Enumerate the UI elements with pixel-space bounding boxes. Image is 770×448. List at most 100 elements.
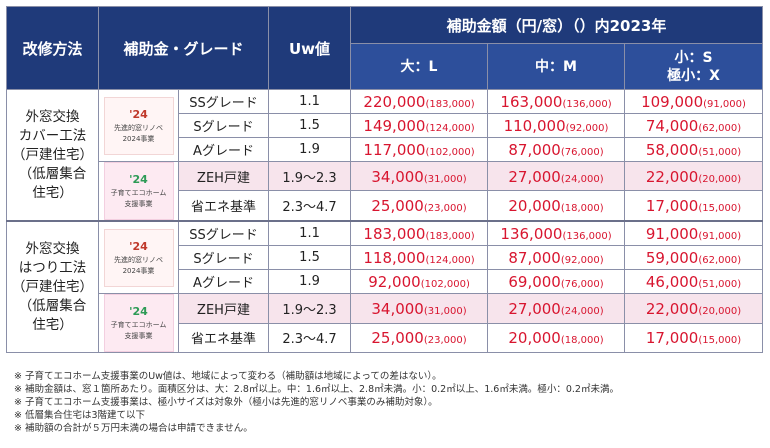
method-line: はつり工法 [18,259,87,276]
logo-text: 2024事業 [122,134,155,143]
amount-large: 34,000(31,000) [350,293,489,324]
amount-prev: (51,000) [698,279,742,290]
amount-small: 74,000(62,000) [624,113,764,138]
house-window-icon: '24 [129,107,148,121]
amount-value: 22,000 [645,299,699,318]
amount-prev: (15,000) [698,203,742,215]
grade-cell: ZEH戸建 [177,293,270,324]
amount-prev: (76,000) [560,279,604,290]
amount-prev: (23,000) [423,203,467,215]
amount-prev: (24,000) [560,305,604,317]
amount-prev: (20,000) [698,305,742,317]
method-cell: 外窓交換 カバー工法 （戸建住宅） （低層集合 住宅） [6,89,99,222]
amount-prev: (51,000) [698,147,742,158]
amount-value: 117,000 [363,141,426,159]
amount-value: 110,000 [503,117,566,135]
amount-value: 220,000 [363,93,426,111]
method-line: （低層集合 [18,165,87,182]
amount-medium: 27,000(24,000) [487,293,626,324]
amount-value: 109,000 [641,93,704,111]
header-size-small: 小：S 極小：X [624,43,764,90]
amount-prev: (91,000) [703,99,746,110]
method-line: （戸建住宅） [12,278,93,295]
window-renovation-logo: '24 先進的窓リノベ 2024事業 [98,89,179,162]
logo-text: 先進的窓リノベ [114,255,163,264]
amount-prev: (76,000) [560,147,604,158]
amount-large: 92,000(102,000) [350,269,489,294]
heart-house-icon: '24 [129,173,148,186]
amount-small: 22,000(20,000) [624,160,764,192]
note-line: ※ 低層集合住宅は3階建て以下 [14,410,146,421]
amount-prev: (92,000) [560,255,604,266]
grade-cell: ZEH戸建 [177,160,270,192]
amount-prev: (62,000) [698,123,742,134]
amount-medium: 27,000(24,000) [487,160,626,192]
amount-medium: 69,000(76,000) [487,269,626,294]
method-line: 外窓交換 [25,240,80,257]
amount-large: 25,000(23,000) [350,190,489,222]
amount-value: 25,000 [371,329,424,348]
uw-cell: 1.9 [268,137,352,162]
amount-prev: (183,000) [425,231,475,242]
logo-text: 支援事業 [124,332,153,340]
amount-value: 183,000 [363,225,426,243]
amount-small: 58,000(51,000) [624,137,764,162]
amount-medium: 20,000(18,000) [487,190,626,222]
uw-cell: 2.3～4.7 [268,190,352,222]
logo-text: 先進的窓リノベ [114,123,163,132]
amount-medium: 87,000(76,000) [487,137,626,162]
amount-prev: (124,000) [425,255,475,266]
uw-cell: 2.3～4.7 [268,322,352,353]
amount-large: 117,000(102,000) [350,137,489,162]
header-uw: Uw値 [268,6,352,90]
amount-value: 87,000 [508,141,561,159]
grade-cell: SSグレード [177,220,270,246]
amount-prev: (20,000) [698,173,742,185]
amount-medium: 110,000(92,000) [487,113,626,138]
header-grade: 補助金・グレード [97,6,270,90]
amount-prev: (24,000) [560,173,604,185]
logo-text: 2024事業 [122,266,155,275]
amount-medium: 163,000(136,000) [487,89,626,114]
amount-small: 17,000(15,000) [624,322,764,353]
window-renovation-logo: '24 先進的窓リノベ 2024事業 [98,220,179,294]
amount-value: 17,000 [645,329,699,348]
amount-medium: 20,000(18,000) [487,322,626,353]
logo-text: 子育てエコホーム [110,189,167,197]
uw-cell: 1.9～2.3 [268,293,352,324]
note-line: ※ 子育てエコホーム支援事業は、極小サイズは対象外（極小は先進的窓リノベ事業のみ… [14,397,438,408]
amount-small: 59,000(62,000) [624,245,764,270]
amount-value: 46,000 [645,273,699,291]
grade-cell: 省エネ基準 [177,190,270,222]
amount-small: 46,000(51,000) [624,269,764,294]
method-line: （低層集合 [18,297,87,314]
uw-cell: 1.1 [268,89,352,114]
header-size-medium: 中：M [487,43,626,90]
amount-medium: 87,000(92,000) [487,245,626,270]
amount-prev: (136,000) [562,99,612,110]
uw-cell: 1.5 [268,113,352,138]
amount-value: 118,000 [363,249,426,267]
amount-value: 27,000 [508,299,561,318]
note-line: ※ 補助金額は、窓１箇所あたり。面積区分は、大：2.8㎡以上。中：1.6㎡以上、… [14,384,619,395]
amount-prev: (18,000) [560,203,604,215]
uw-cell: 1.9～2.3 [268,160,352,192]
header-size-small-line2: 極小：X [667,67,720,84]
amount-value: 149,000 [363,117,426,135]
method-line: 住宅） [32,316,73,333]
uw-cell: 1.5 [268,245,352,270]
header-method: 改修方法 [6,6,99,90]
grade-cell: SSグレード [177,89,270,114]
header-amount-title: 補助金額（円/窓）（）内2023年 [350,6,764,44]
amount-value: 91,000 [645,225,699,243]
kodomo-eco-home-logo: '24 子育てエコホーム 支援事業 [98,161,179,222]
method-line: （戸建住宅） [12,146,93,163]
grade-cell: Aグレード [177,269,270,294]
amount-value: 163,000 [500,93,563,111]
grade-cell: Sグレード [177,113,270,138]
amount-large: 118,000(124,000) [350,245,489,270]
amount-prev: (62,000) [698,255,742,266]
amount-large: 34,000(31,000) [350,160,489,192]
house-window-icon: '24 [129,239,148,253]
amount-value: 17,000 [645,197,699,216]
